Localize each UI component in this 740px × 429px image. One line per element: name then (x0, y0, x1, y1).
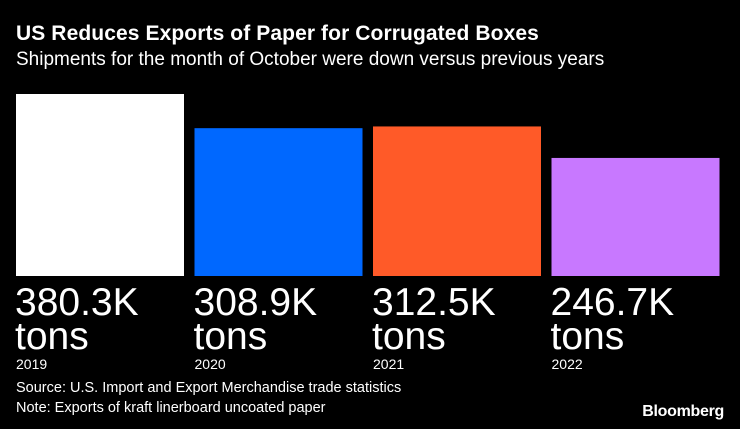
category-label-2020: 2020 (194, 356, 226, 372)
bar-2021 (373, 126, 541, 276)
unit-label-2022: tons (550, 315, 625, 358)
category-label-2019: 2019 (16, 356, 48, 372)
bar-2022 (551, 157, 720, 276)
footnote: Note: Exports of kraft linerboard uncoat… (16, 400, 326, 416)
unit-label-2021: tons (372, 315, 446, 358)
source-note: Source: U.S. Import and Export Merchandi… (16, 380, 402, 396)
category-label-2022: 2022 (551, 356, 583, 372)
bar-2019 (16, 94, 184, 276)
chart-subtitle: Shipments for the month of October were … (16, 49, 605, 70)
unit-label-2020: tons (193, 315, 268, 358)
chart-title: US Reduces Exports of Paper for Corrugat… (16, 22, 539, 45)
brand-logo: Bloomberg (642, 403, 724, 420)
unit-label-2019: tons (15, 315, 89, 358)
category-label-2021: 2021 (373, 356, 405, 372)
value-label-2022: 246.7K (550, 281, 675, 324)
value-label-2020: 308.9K (193, 281, 318, 324)
value-label-2019: 380.3K (15, 281, 139, 324)
value-label-2021: 312.5K (372, 281, 496, 324)
bar-2020 (194, 128, 363, 276)
